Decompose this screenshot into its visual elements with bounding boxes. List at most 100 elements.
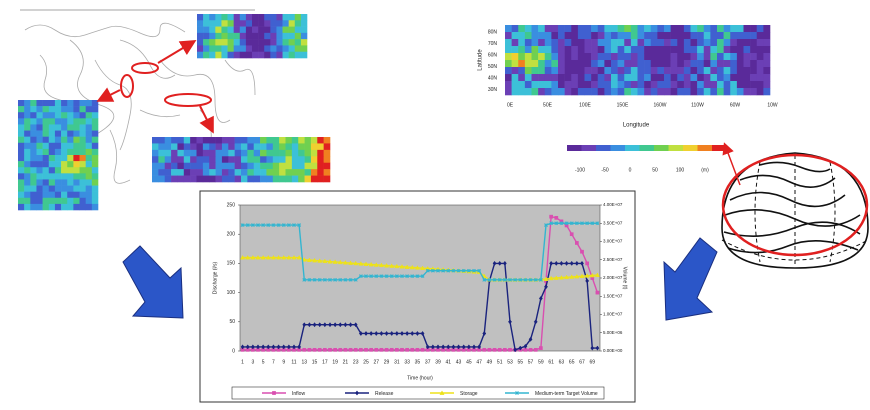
heat-cell <box>79 167 86 174</box>
marker <box>389 347 394 352</box>
marker <box>394 330 399 336</box>
marker <box>348 260 354 265</box>
heat-cell <box>710 53 718 61</box>
x-tick-label: 21 <box>343 359 349 365</box>
heat-cell <box>227 32 234 40</box>
marker <box>327 258 333 264</box>
colorbar-cell <box>668 145 684 151</box>
heat-cell <box>756 60 764 68</box>
heat-cell <box>196 156 204 164</box>
heat-cell <box>196 143 204 151</box>
marker <box>353 347 358 352</box>
heat-cell <box>24 185 31 192</box>
heat-cell <box>42 130 50 137</box>
heat-cell <box>558 53 565 61</box>
heat-cell <box>215 175 223 183</box>
heat-cell <box>42 112 50 119</box>
heat-cell <box>697 32 705 40</box>
inset-x-tick-label: 100E <box>579 102 591 108</box>
heat-cell <box>564 46 572 54</box>
colorbar-cell <box>654 145 669 151</box>
colorbar-cell <box>712 145 727 151</box>
marker <box>523 277 528 282</box>
heat-cell <box>664 32 671 40</box>
heat-cell <box>591 46 599 54</box>
heat-cell <box>36 191 43 199</box>
marker <box>513 347 518 353</box>
heat-cell <box>617 53 625 61</box>
heat-cell <box>538 60 546 68</box>
heat-cell <box>276 14 283 21</box>
heat-cell <box>203 26 210 34</box>
heat-cell <box>558 60 565 68</box>
heat-cell <box>756 67 764 75</box>
heat-cell <box>227 20 234 27</box>
marker <box>328 322 332 328</box>
marker <box>590 221 595 226</box>
heat-cell <box>36 124 43 131</box>
heat-cell <box>73 155 80 162</box>
marker <box>292 344 296 350</box>
marker <box>539 346 543 350</box>
heat-cell <box>558 39 565 47</box>
heat-cell <box>300 32 308 40</box>
inset-x-tick-label: 160W <box>653 102 666 108</box>
heat-cell <box>221 14 228 21</box>
heat-cell <box>158 143 166 151</box>
flow-arrow <box>122 245 184 319</box>
heat-cell <box>624 74 632 82</box>
heat-cell <box>54 203 62 211</box>
marker <box>409 264 415 270</box>
heat-cell <box>703 88 711 96</box>
marker <box>307 277 312 282</box>
heat-cell <box>61 155 68 162</box>
heat-cell <box>617 25 625 33</box>
heat-cell <box>677 25 685 33</box>
heat-cell <box>196 149 204 157</box>
heat-cell <box>564 81 572 89</box>
marker <box>430 344 435 350</box>
heat-cell <box>282 20 289 27</box>
heat-cell <box>91 142 99 150</box>
colorbar-cell <box>596 145 611 151</box>
heat-cell <box>202 175 210 183</box>
heat-cell <box>79 173 86 180</box>
inset-y-label: Latitude <box>478 49 484 71</box>
heat-cell <box>323 137 331 144</box>
marker <box>348 322 353 328</box>
marker <box>425 268 430 273</box>
heat-cell <box>298 175 305 183</box>
heat-cell <box>245 39 253 46</box>
heat-cell <box>637 25 645 33</box>
heat-cell <box>270 20 277 27</box>
marker <box>245 223 250 227</box>
heat-cell <box>736 39 744 47</box>
heat-cell <box>233 45 241 53</box>
x-tick-label: 31 <box>394 359 400 365</box>
heat-cell <box>637 88 645 96</box>
heat-cell <box>505 32 512 40</box>
heat-cell <box>196 169 204 176</box>
heat-cell <box>657 39 665 47</box>
marker <box>261 344 266 350</box>
marker <box>333 347 337 352</box>
plot-area <box>239 204 601 352</box>
heat-cell <box>750 46 758 54</box>
heat-cell <box>258 51 265 59</box>
heat-cell <box>152 156 159 164</box>
heat-cell <box>54 148 62 156</box>
heat-cell <box>637 39 645 47</box>
marker <box>256 344 260 350</box>
heat-cell <box>67 185 74 192</box>
heat-cell <box>657 32 665 40</box>
heat-cell <box>30 185 37 192</box>
heat-cell <box>67 100 74 107</box>
heat-cell <box>209 156 216 164</box>
marker <box>405 330 410 336</box>
marker <box>441 344 446 350</box>
heat-cell <box>282 32 289 40</box>
heat-cell <box>36 100 43 107</box>
heat-cell <box>54 112 62 119</box>
